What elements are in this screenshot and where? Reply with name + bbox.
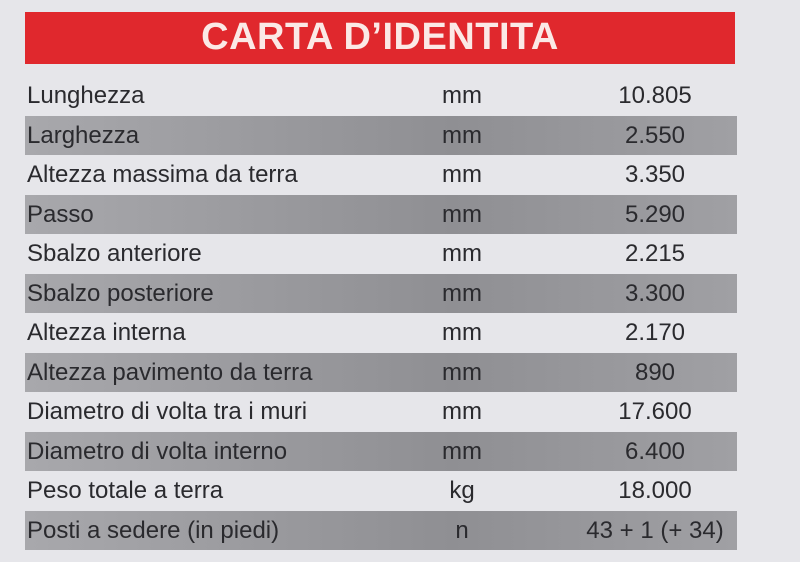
table-row: Diametro di volta tra i muri mm 17.600 <box>25 392 737 432</box>
spec-unit: mm <box>442 82 482 109</box>
spec-label: Diametro di volta interno <box>27 437 288 465</box>
spec-unit: mm <box>442 121 482 149</box>
spec-unit: mm <box>442 161 482 188</box>
spec-unit: mm <box>442 358 482 386</box>
spec-unit: mm <box>442 279 482 307</box>
spec-unit: mm <box>442 437 482 465</box>
spec-label: Larghezza <box>27 121 140 149</box>
table-row: Lunghezza mm 10.805 <box>25 76 737 116</box>
table-row: Altezza pavimento da terra mm 890 <box>25 352 737 392</box>
spec-label: Posti a sedere (in piedi) <box>27 516 280 544</box>
table-row: Altezza interna mm 2.170 <box>25 313 737 353</box>
table-row: Altezza massima da terra mm 3.350 <box>25 155 737 195</box>
table-row: Larghezza mm 2.550 <box>25 115 737 155</box>
spec-label: Diametro di volta tra i muri <box>27 398 308 425</box>
spec-value: 2.215 <box>624 240 686 267</box>
spec-unit: kg <box>449 477 475 504</box>
spec-value: 6.400 <box>624 437 686 465</box>
spec-value: 3.350 <box>624 161 686 188</box>
spec-value: 890 <box>634 358 676 386</box>
table-row: Sbalzo posteriore mm 3.300 <box>25 273 737 313</box>
title: CARTA D’IDENTITA <box>201 16 559 58</box>
spec-table: Lunghezza mm 10.805 Larghezza mm 2.550 Altezza… <box>25 76 737 550</box>
spec-label: Altezza interna <box>27 319 186 346</box>
table-row: Sbalzo anteriore mm 2.215 <box>25 234 737 274</box>
spec-label: Altezza massima da terra <box>27 161 298 188</box>
title-banner: CARTA D’IDENTITA <box>25 12 735 64</box>
table-row: Diametro di volta interno mm 6.400 <box>25 431 737 471</box>
table-row: Posti a sedere (in piedi) n 43 + 1 (+ 34) <box>25 510 737 550</box>
spec-value: 3.300 <box>624 279 686 307</box>
spec-value: 2.170 <box>624 319 686 346</box>
spec-label: Lunghezza <box>27 82 145 109</box>
spec-label: Passo <box>27 200 94 228</box>
spec-label: Peso totale a terra <box>27 477 224 504</box>
table-row: Passo mm 5.290 <box>25 194 737 234</box>
spec-unit: mm <box>442 398 482 425</box>
spec-value: 10.805 <box>618 82 692 109</box>
table-row: Peso totale a terra kg 18.000 <box>25 471 737 511</box>
spec-unit: mm <box>442 240 482 267</box>
spec-value: 17.600 <box>618 398 692 425</box>
spec-unit: mm <box>442 319 482 346</box>
spec-label: Sbalzo anteriore <box>27 240 202 267</box>
spec-unit: n <box>455 516 469 544</box>
spec-value: 43 + 1 (+ 34) <box>586 516 724 544</box>
spec-label: Altezza pavimento da terra <box>27 358 313 386</box>
spec-label: Sbalzo posteriore <box>27 279 214 307</box>
spec-value: 18.000 <box>618 477 692 504</box>
spec-unit: mm <box>442 200 482 228</box>
spec-value: 5.290 <box>624 200 686 228</box>
spec-value: 2.550 <box>624 121 686 149</box>
